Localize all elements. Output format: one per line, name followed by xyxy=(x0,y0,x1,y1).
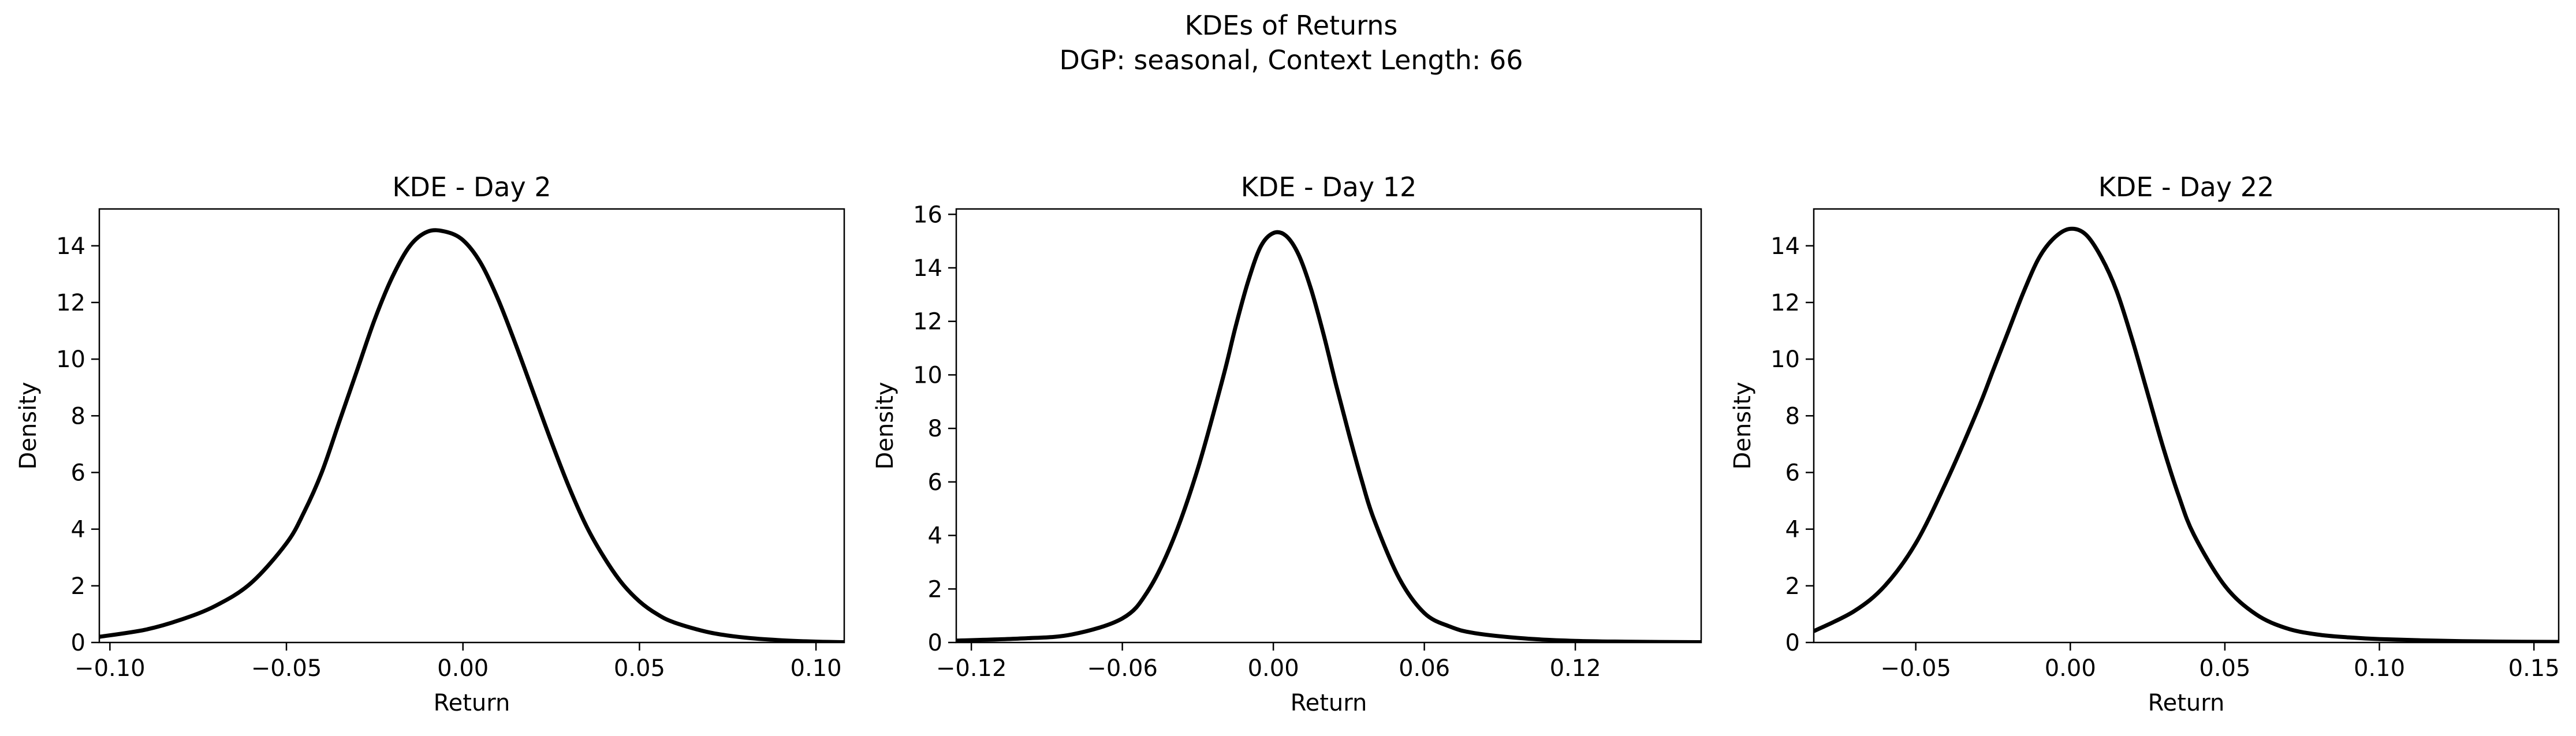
y-axis-label: Density xyxy=(1729,382,1756,469)
y-tick-label: 6 xyxy=(71,459,85,486)
x-tick-label: 0.06 xyxy=(1399,655,1450,682)
y-axis-label: Density xyxy=(872,382,899,469)
plot-frame xyxy=(98,208,845,644)
subplot-title: KDE - Day 2 xyxy=(392,171,551,203)
plot-frame xyxy=(1813,208,2560,644)
x-tick-label: 0.15 xyxy=(2508,655,2560,682)
kde-line-series-1 xyxy=(99,228,844,642)
plot-frame xyxy=(955,208,1702,644)
y-tick-label: 12 xyxy=(1770,290,1800,316)
x-tick-label: −0.05 xyxy=(251,655,322,682)
y-tick-label: 0 xyxy=(1785,630,1800,656)
figure-title: KDEs of Returns xyxy=(1185,10,1398,41)
y-tick-label: 10 xyxy=(56,346,85,373)
x-axis-label: Return xyxy=(434,690,510,716)
y-tick-label: 2 xyxy=(71,573,85,600)
x-tick-label: 0.05 xyxy=(2199,655,2250,682)
x-tick-label: 0.10 xyxy=(2354,655,2405,682)
subplot-title: KDE - Day 22 xyxy=(2098,171,2274,203)
y-tick-label: 14 xyxy=(1770,233,1800,260)
y-tick-label: 6 xyxy=(1785,459,1800,486)
y-tick-label: 4 xyxy=(1785,517,1800,543)
subplot-3: KDE - Day 22 −0.05 0.00 0.05 0.10 0.15 0 2 4 6 8 10… xyxy=(1729,171,2560,716)
y-tick-label: 2 xyxy=(1785,573,1800,600)
y-tick-label: 14 xyxy=(913,255,942,282)
subplot-1: KDE - Day 2 −0.10 −0.05 0.00 0.05 0.10 0 2 4 6 8 10… xyxy=(15,171,845,716)
x-tick-label: 0.00 xyxy=(2045,655,2096,682)
x-tick-label: 0.10 xyxy=(791,655,842,682)
figure-subtitle: DGP: seasonal, Context Length: 66 xyxy=(1059,44,1523,76)
x-tick-label: 0.00 xyxy=(437,655,489,682)
y-tick-label: 8 xyxy=(928,416,942,442)
x-axis-label: Return xyxy=(1291,690,1367,716)
y-tick-label: 4 xyxy=(71,517,85,543)
y-tick-label: 6 xyxy=(928,469,942,496)
y-tick-label: 12 xyxy=(913,309,942,335)
subplot-2: KDE - Day 12 −0.12 −0.06 0.00 0.06 0.12 0 2 4 6 8 1… xyxy=(872,171,1702,716)
x-tick-label: −0.10 xyxy=(74,655,146,682)
y-axis-label: Density xyxy=(15,382,42,469)
y-tick-label: 8 xyxy=(71,403,85,429)
y-tick-label: 10 xyxy=(1770,346,1800,373)
kde-line-series-1 xyxy=(956,230,1701,642)
x-tick-label: −0.06 xyxy=(1087,655,1158,682)
y-tick-label: 0 xyxy=(71,630,85,656)
x-tick-label: 0.05 xyxy=(614,655,665,682)
x-tick-label: −0.12 xyxy=(936,655,1007,682)
x-axis-label: Return xyxy=(2148,690,2225,716)
x-tick-label: 0.12 xyxy=(1550,655,1601,682)
subplot-title: KDE - Day 12 xyxy=(1241,171,1416,203)
y-tick-label: 10 xyxy=(913,362,942,388)
y-tick-label: 16 xyxy=(913,201,942,228)
kde-line-series-1 xyxy=(1814,226,2559,642)
y-tick-label: 4 xyxy=(928,523,942,550)
y-tick-label: 14 xyxy=(56,233,85,260)
subplots: KDE - Day 2 −0.10 −0.05 0.00 0.05 0.10 0 2 4 6 8 10… xyxy=(15,171,2560,716)
y-tick-label: 2 xyxy=(928,576,942,603)
x-tick-label: 0.00 xyxy=(1248,655,1299,682)
x-tick-label: −0.05 xyxy=(1880,655,1951,682)
y-tick-label: 12 xyxy=(56,290,85,316)
y-tick-label: 8 xyxy=(1785,403,1800,429)
y-tick-label: 0 xyxy=(928,630,942,656)
